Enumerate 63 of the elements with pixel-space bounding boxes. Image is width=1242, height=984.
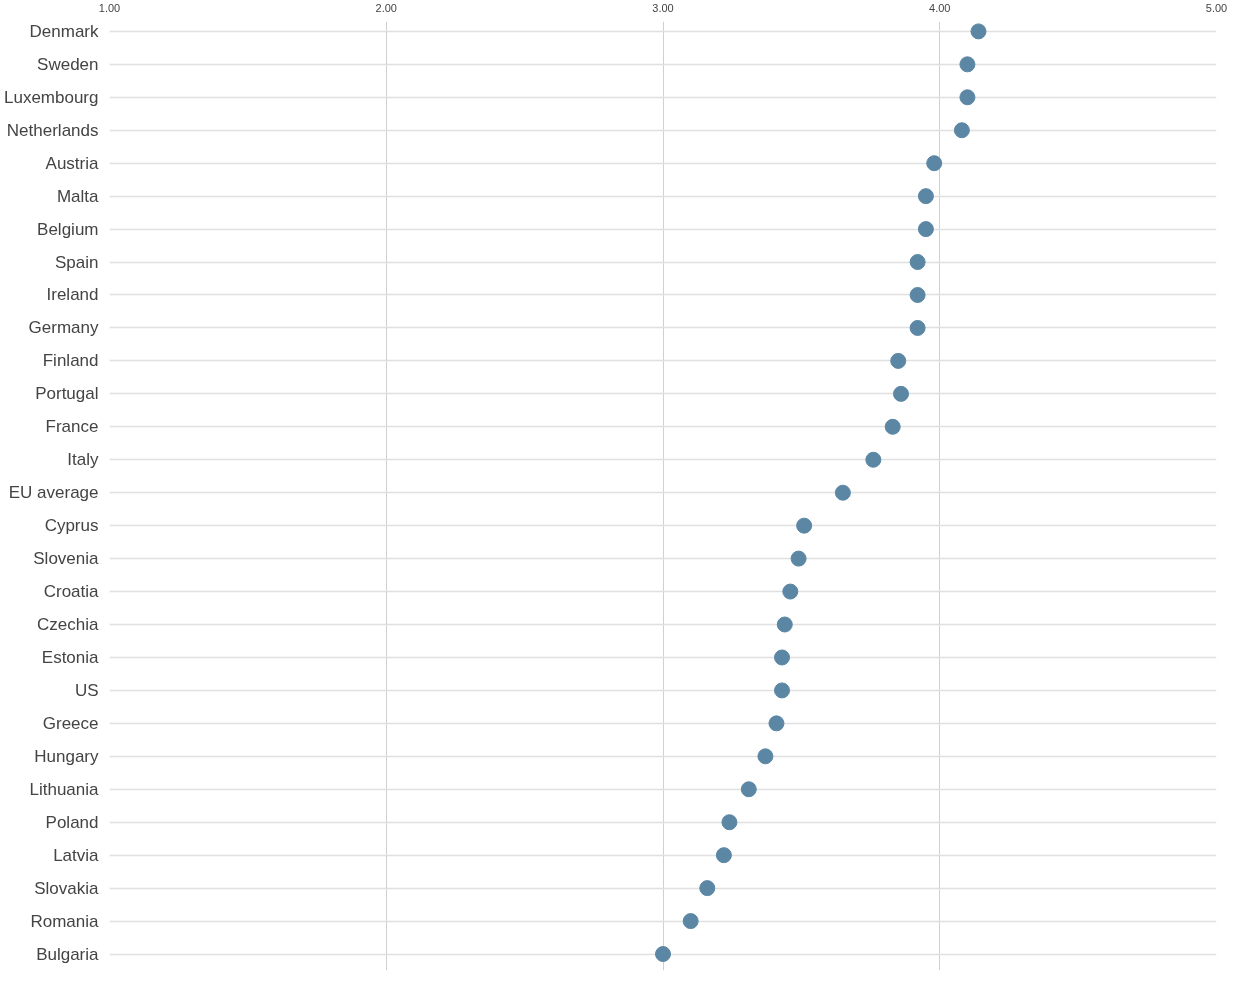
point — [768, 715, 785, 732]
y-tick-label: Denmark — [29, 21, 99, 41]
y-tick-label: Luxembourg — [4, 87, 99, 107]
y-tick-label: Slovakia — [34, 878, 100, 898]
point — [917, 221, 934, 238]
y-tick-label: Malta — [56, 186, 100, 206]
y-tick-label: Ireland — [46, 285, 99, 305]
point — [721, 814, 738, 831]
y-tick-label: Greece — [42, 713, 99, 733]
point — [959, 89, 976, 106]
y-tick-label: Bulgaria — [36, 944, 100, 964]
y-tick-label: Lithuania — [29, 779, 100, 799]
point — [699, 880, 716, 897]
y-tick-label: EU average — [8, 483, 99, 503]
y-tick-label: Belgium — [37, 219, 99, 239]
point — [909, 254, 926, 271]
point — [834, 484, 851, 501]
point — [909, 319, 926, 336]
point — [865, 451, 882, 468]
x-tick-label: 4.00 — [929, 1, 951, 14]
point — [796, 517, 813, 534]
point — [970, 23, 987, 40]
x-tick-label: 2.00 — [375, 1, 397, 14]
y-tick-label: Italy — [67, 450, 99, 470]
point — [917, 188, 934, 205]
y-tick-label: Croatia — [43, 582, 100, 602]
x-tick-label: 5.00 — [1205, 1, 1228, 14]
point — [890, 352, 907, 369]
y-tick-label: Cyprus — [44, 516, 99, 536]
point — [959, 56, 976, 73]
y-tick-label: Sweden — [37, 54, 99, 74]
y-tick-label: Finland — [42, 351, 99, 371]
y-tick-label: Portugal — [35, 384, 99, 404]
point — [776, 616, 793, 633]
point — [909, 287, 926, 303]
y-tick-label: Romania — [30, 911, 100, 931]
y-tick-label: Czechia — [37, 615, 100, 635]
point — [757, 748, 774, 765]
point — [884, 418, 901, 435]
y-tick-label: Poland — [45, 812, 99, 832]
x-tick-label: 1.00 — [98, 1, 121, 14]
point — [953, 122, 970, 139]
point — [655, 946, 671, 963]
y-tick-label: Spain — [55, 252, 99, 272]
y-tick-label: Estonia — [41, 647, 100, 667]
y-tick-label: Latvia — [53, 845, 100, 865]
point — [715, 847, 732, 864]
point — [790, 550, 807, 567]
x-tick-label: 3.00 — [652, 1, 674, 14]
y-tick-label: Hungary — [34, 746, 99, 766]
point — [740, 781, 757, 798]
y-tick-label: Slovenia — [33, 549, 100, 569]
y-tick-label: Germany — [28, 318, 99, 338]
point — [774, 649, 790, 666]
point — [926, 155, 943, 172]
y-tick-label: France — [45, 417, 99, 437]
point — [774, 682, 790, 699]
point — [782, 583, 799, 600]
y-tick-label: US — [74, 680, 99, 700]
y-tick-label: Netherlands — [6, 120, 99, 140]
point — [682, 913, 699, 930]
y-tick-label: Austria — [45, 153, 100, 173]
point — [893, 385, 910, 402]
